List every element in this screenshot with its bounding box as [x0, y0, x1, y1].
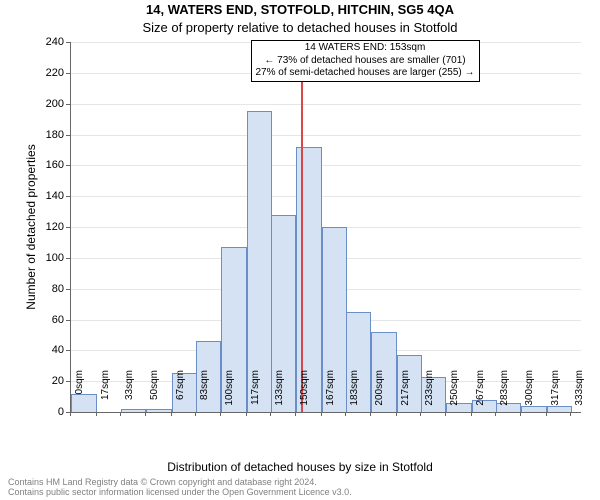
x-tick-label: 217sqm: [400, 370, 411, 416]
x-tick-label: 83sqm: [199, 370, 210, 416]
y-tick-label: 100: [34, 252, 64, 264]
y-tick-mark: [66, 135, 70, 136]
x-tick-mark: [120, 412, 121, 416]
x-tick-mark: [171, 412, 172, 416]
y-tick-label: 60: [34, 314, 64, 326]
y-tick-label: 0: [34, 406, 64, 418]
x-tick-mark: [345, 412, 346, 416]
y-tick-label: 220: [34, 67, 64, 79]
gridline: [71, 196, 581, 197]
x-tick-mark: [546, 412, 547, 416]
y-tick-label: 240: [34, 36, 64, 48]
y-tick-label: 160: [34, 159, 64, 171]
x-tick-mark: [471, 412, 472, 416]
x-tick-mark: [520, 412, 521, 416]
x-tick-label: 133sqm: [274, 370, 285, 416]
y-tick-mark: [66, 381, 70, 382]
y-tick-mark: [66, 227, 70, 228]
x-tick-label: 267sqm: [475, 370, 486, 416]
y-tick-label: 120: [34, 221, 64, 233]
attribution-text: Contains HM Land Registry data © Crown c…: [8, 478, 352, 498]
x-tick-label: 317sqm: [550, 370, 561, 416]
x-tick-label: 67sqm: [175, 370, 186, 416]
x-tick-label: 100sqm: [224, 370, 235, 416]
x-tick-mark: [420, 412, 421, 416]
x-tick-mark: [195, 412, 196, 416]
x-tick-mark: [295, 412, 296, 416]
x-tick-label: 250sqm: [449, 370, 460, 416]
y-tick-mark: [66, 196, 70, 197]
gridline: [71, 165, 581, 166]
x-tick-mark: [445, 412, 446, 416]
callout-line: 27% of semi-detached houses are larger (…: [256, 67, 475, 80]
x-tick-label: 233sqm: [424, 370, 435, 416]
x-tick-mark: [96, 412, 97, 416]
x-tick-mark: [321, 412, 322, 416]
plot-area: [70, 42, 581, 413]
histogram-bar: [247, 111, 273, 412]
x-tick-mark: [246, 412, 247, 416]
x-tick-label: 0sqm: [74, 370, 85, 416]
reference-line: [301, 42, 303, 412]
x-tick-mark: [70, 412, 71, 416]
y-tick-label: 80: [34, 283, 64, 295]
y-tick-label: 180: [34, 129, 64, 141]
x-tick-label: 33sqm: [124, 370, 135, 416]
y-tick-mark: [66, 320, 70, 321]
x-tick-label: 183sqm: [349, 370, 360, 416]
x-tick-label: 167sqm: [325, 370, 336, 416]
x-tick-label: 117sqm: [250, 370, 261, 416]
x-tick-mark: [570, 412, 571, 416]
y-tick-mark: [66, 258, 70, 259]
y-tick-mark: [66, 104, 70, 105]
x-tick-mark: [145, 412, 146, 416]
x-tick-mark: [270, 412, 271, 416]
callout-line: 14 WATERS END: 153sqm: [256, 42, 475, 55]
y-tick-mark: [66, 289, 70, 290]
y-tick-mark: [66, 42, 70, 43]
gridline: [71, 104, 581, 105]
x-tick-label: 17sqm: [100, 370, 111, 416]
chart-title-main: 14, WATERS END, STOTFOLD, HITCHIN, SG5 4…: [0, 2, 600, 17]
x-tick-mark: [495, 412, 496, 416]
y-tick-mark: [66, 350, 70, 351]
callout-line: ← 73% of detached houses are smaller (70…: [256, 55, 475, 68]
x-tick-mark: [396, 412, 397, 416]
x-tick-mark: [370, 412, 371, 416]
y-tick-label: 200: [34, 98, 64, 110]
y-tick-mark: [66, 73, 70, 74]
x-tick-label: 150sqm: [299, 370, 310, 416]
y-tick-mark: [66, 165, 70, 166]
x-tick-label: 300sqm: [524, 370, 535, 416]
y-tick-label: 20: [34, 375, 64, 387]
x-tick-mark: [220, 412, 221, 416]
y-tick-label: 140: [34, 190, 64, 202]
gridline: [71, 135, 581, 136]
x-axis-label: Distribution of detached houses by size …: [0, 460, 600, 474]
x-tick-label: 50sqm: [149, 370, 160, 416]
x-tick-label: 283sqm: [499, 370, 510, 416]
callout-box: 14 WATERS END: 153sqm← 73% of detached h…: [251, 40, 480, 82]
x-tick-label: 200sqm: [374, 370, 385, 416]
attribution-line-2: Contains public sector information licen…: [8, 488, 352, 498]
y-tick-label: 40: [34, 344, 64, 356]
x-tick-label: 333sqm: [574, 370, 585, 416]
chart-title-sub: Size of property relative to detached ho…: [0, 20, 600, 35]
